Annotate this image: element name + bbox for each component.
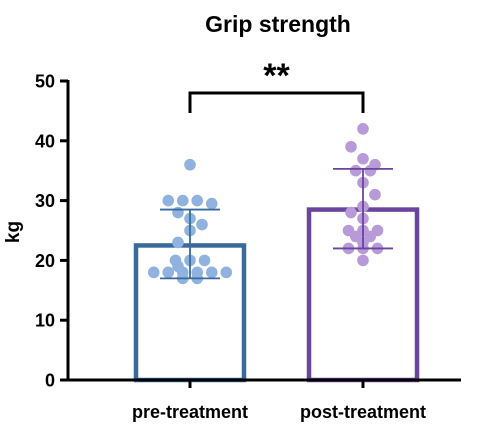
point-pre-treatment-18 xyxy=(205,266,218,279)
significance-bracket xyxy=(188,91,365,113)
point-post-treatment-5 xyxy=(364,164,377,177)
point-post-treatment-9 xyxy=(345,206,357,219)
y-tick-label-0: 0 xyxy=(45,371,55,391)
y-tick-label-10: 10 xyxy=(35,311,55,331)
point-pre-treatment-0 xyxy=(184,158,196,171)
point-pre-treatment-15 xyxy=(162,266,175,279)
point-post-treatment-20 xyxy=(357,254,369,267)
y-tick-label-40: 40 xyxy=(35,131,55,151)
y-axis-label: kg xyxy=(3,221,24,243)
significance-label: ** xyxy=(263,57,290,95)
chart-title: Grip strength xyxy=(205,11,351,37)
point-pre-treatment-12 xyxy=(198,254,211,267)
point-post-treatment-7 xyxy=(369,188,381,201)
point-pre-treatment-5 xyxy=(172,206,184,219)
point-pre-treatment-2 xyxy=(176,194,189,207)
point-pre-treatment-4 xyxy=(205,197,218,210)
x-tick-label-pre-treatment: pre-treatment xyxy=(132,402,248,422)
y-tick-label-30: 30 xyxy=(35,191,55,211)
point-pre-treatment-14 xyxy=(147,266,160,279)
point-pre-treatment-7 xyxy=(196,218,208,231)
y-tick-label-20: 20 xyxy=(35,251,55,271)
point-pre-treatment-1 xyxy=(162,194,175,207)
point-post-treatment-0 xyxy=(357,123,369,135)
y-tick-label-50: 50 xyxy=(35,72,55,92)
point-pre-treatment-9 xyxy=(172,236,184,249)
point-pre-treatment-19 xyxy=(220,266,233,279)
point-pre-treatment-3 xyxy=(191,194,204,207)
point-post-treatment-1 xyxy=(345,140,357,153)
point-post-treatment-2 xyxy=(357,152,369,165)
x-tick-label-post-treatment: post-treatment xyxy=(300,402,426,422)
plot-area: 0 10 20 30 40 50 pre-treatment post-treatment ** xyxy=(35,57,461,422)
point-post-treatment-4 xyxy=(349,164,362,177)
